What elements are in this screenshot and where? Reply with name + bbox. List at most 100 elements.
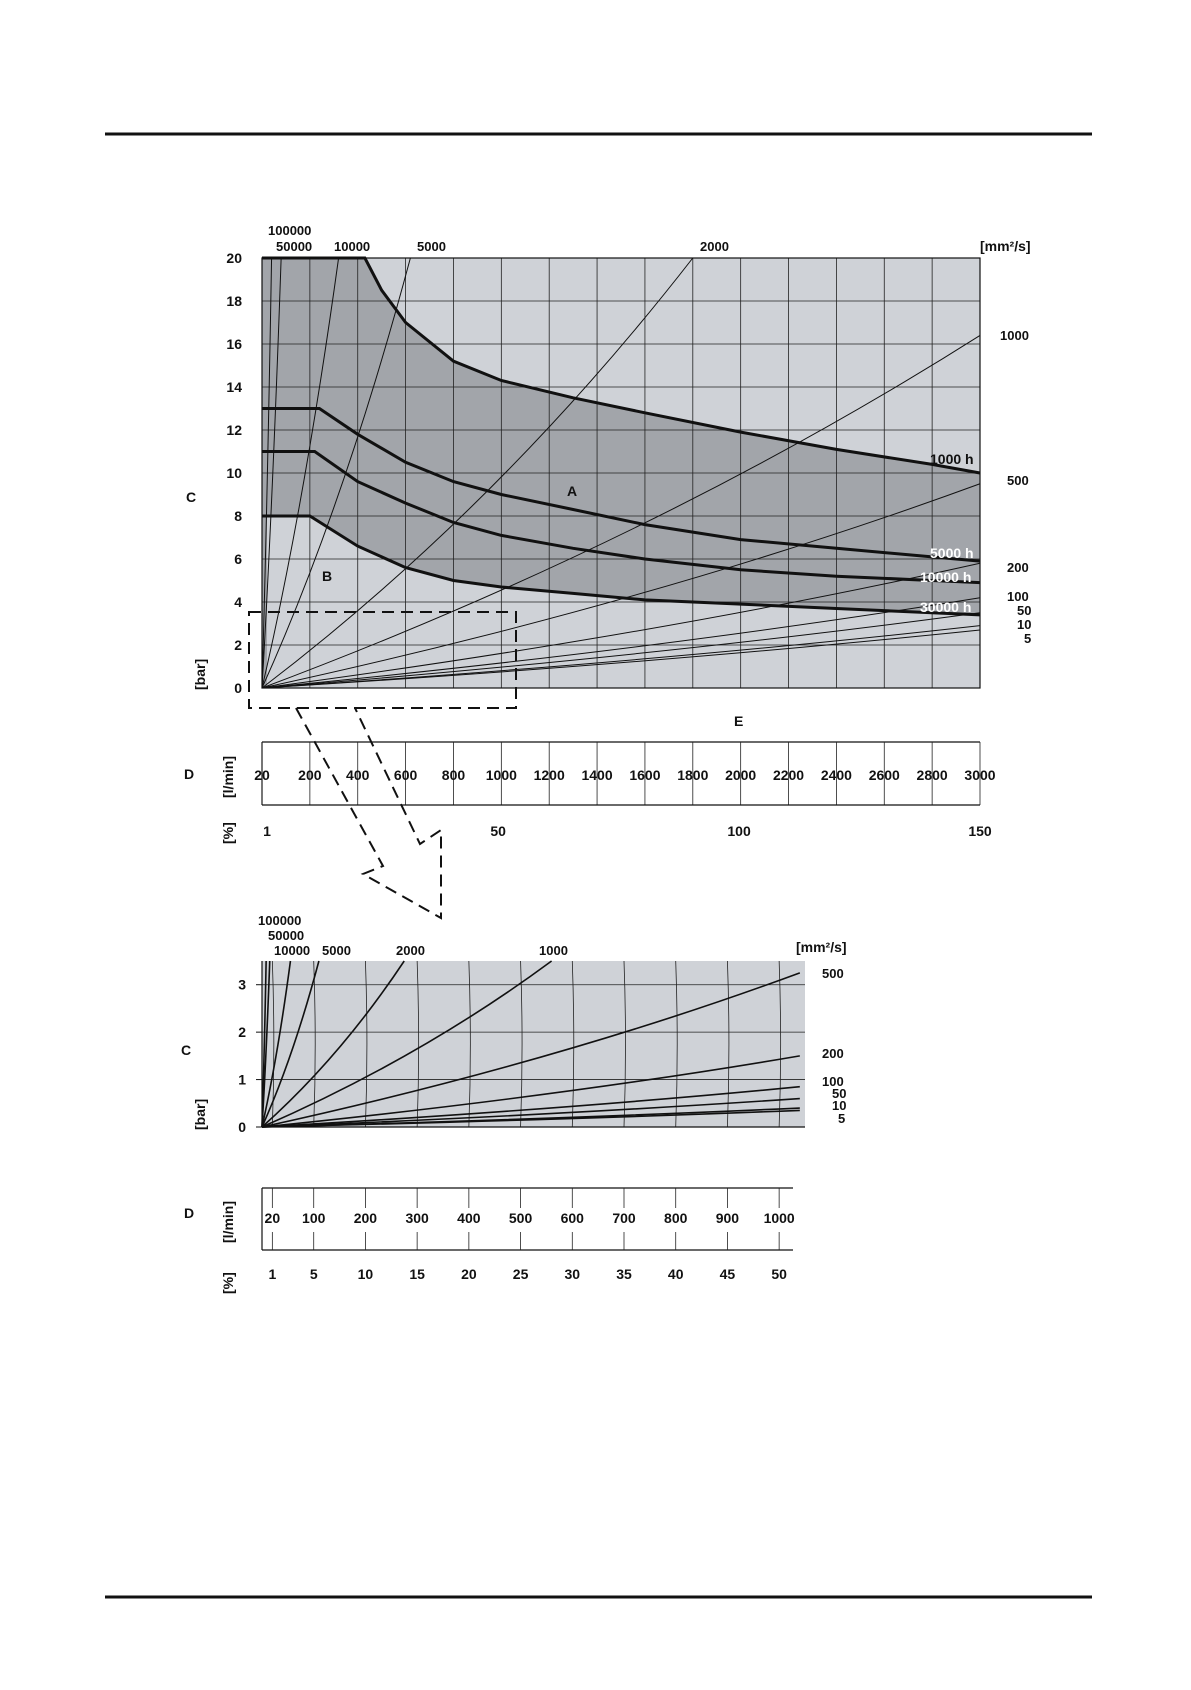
inset-flow-tick-label: 900 — [716, 1210, 740, 1226]
inset-viscosity-label-2000: 2000 — [396, 943, 425, 958]
viscosity-label-10000: 10000 — [334, 239, 370, 254]
inset-percent-tick-label: 45 — [720, 1266, 736, 1282]
inset-grid-vline — [520, 960, 523, 1128]
inset-percent-tick-label: 35 — [616, 1266, 632, 1282]
viscosity-label-50000: 50000 — [276, 239, 312, 254]
inset-viscosity-label-200: 200 — [822, 1046, 844, 1061]
life-curve-1000-h — [262, 256, 981, 475]
inset-grid-vline — [365, 960, 368, 1128]
inset-viscosity-line-200 — [261, 1055, 800, 1128]
viscosity-line-100 — [261, 597, 981, 689]
main-flow-tick-label: 3000 — [964, 767, 995, 783]
life-curve-5000-h — [262, 407, 981, 563]
inset-viscosity-label-10: 10 — [832, 1098, 846, 1113]
viscosity-label-50: 50 — [1017, 603, 1031, 618]
inset-flow-tick-label: 100 — [302, 1210, 326, 1226]
inset-y-tick-label: 2 — [238, 1024, 246, 1040]
life-curve-label: 5000 h — [930, 545, 974, 561]
inset-percent-tick-label: 10 — [358, 1266, 374, 1282]
viscosity-line-5 — [261, 629, 981, 689]
main-y-tick-label: 14 — [226, 379, 242, 395]
inset-viscosity-label-500: 500 — [822, 966, 844, 981]
main-percent-tick-label: 150 — [968, 823, 992, 839]
inset-grid-vline — [623, 960, 626, 1128]
inset-percent-tick-label: 25 — [513, 1266, 529, 1282]
inset-grid-vline — [571, 960, 575, 1128]
main-y-tick-label: 18 — [226, 293, 242, 309]
inset-viscosity-label-50000: 50000 — [268, 928, 304, 943]
life-curve-label: 30000 h — [920, 599, 971, 615]
main-percent-tick-label: 100 — [727, 823, 751, 839]
main-flow-tick-label: 20 — [254, 767, 270, 783]
main-y-tick-label: 12 — [226, 422, 242, 438]
viscosity-label-200: 200 — [1007, 560, 1029, 575]
main-flow-tick-label: 2400 — [821, 767, 852, 783]
inset-viscosity-unit: [mm²/s] — [796, 939, 847, 955]
inset-flow-tick-label: 700 — [612, 1210, 636, 1226]
inset-grid-vline — [468, 960, 471, 1128]
main-x-axis-letter: E — [734, 713, 743, 729]
main-y-tick-label: 8 — [234, 508, 242, 524]
life-curve-30000-h — [262, 514, 981, 617]
main-flow-tick-label: 600 — [394, 767, 418, 783]
region-b-label: B — [322, 568, 332, 584]
main-percent-tick-label: 1 — [263, 823, 271, 839]
viscosity-line-200 — [261, 562, 981, 689]
inset-viscosity-line-5000 — [261, 960, 320, 1128]
inset-grid-vline — [675, 960, 678, 1128]
main-flow-tick-label: 1200 — [534, 767, 565, 783]
viscosity-label-5000: 5000 — [417, 239, 446, 254]
viscosity-label-500: 500 — [1007, 473, 1029, 488]
viscosity-label-10: 10 — [1017, 617, 1031, 632]
inset-percent-tick-label: 40 — [668, 1266, 684, 1282]
inset-flow-tick-label: 300 — [405, 1210, 429, 1226]
inset-percent-tick-label: 5 — [310, 1266, 318, 1282]
viscosity-line-100000 — [261, 257, 273, 689]
main-flow-tick-label: 400 — [346, 767, 370, 783]
main-flow-tick-label: 2200 — [773, 767, 804, 783]
main-y-unit: [bar] — [192, 659, 208, 690]
life-curve-label: 10000 h — [920, 569, 971, 585]
viscosity-line-5000 — [261, 257, 411, 689]
inset-percent-tick-label: 15 — [409, 1266, 425, 1282]
inset-viscosity-label-100: 100 — [822, 1074, 844, 1089]
inset-viscosity-line-10000 — [261, 960, 292, 1128]
life-curve-label: 1000 h — [930, 451, 974, 467]
main-flow-tick-label: 1800 — [677, 767, 708, 783]
inset-y-axis-letter: C — [181, 1042, 191, 1058]
viscosity-line-10 — [261, 625, 981, 689]
viscosity-line-50 — [261, 612, 981, 689]
inset-viscosity-line-2000 — [261, 960, 405, 1128]
inset-y-tick-label: 1 — [238, 1072, 246, 1088]
viscosity-line-10000 — [261, 257, 340, 689]
inset-viscosity-line-50 — [261, 1097, 800, 1128]
viscosity-label-100000: 100000 — [268, 223, 311, 238]
zoom-window — [248, 611, 517, 709]
inset-y-tick-label: 0 — [238, 1119, 246, 1135]
viscosity-label-1000: 1000 — [1000, 328, 1029, 343]
main-y-tick-label: 16 — [226, 336, 242, 352]
main-y-tick-label: 20 — [226, 250, 242, 266]
inset-flow-tick-label: 400 — [457, 1210, 481, 1226]
main-flow-tick-label: 800 — [442, 767, 466, 783]
main-viscosity-unit: [mm²/s] — [980, 238, 1031, 254]
inset-viscosity-line-100 — [261, 1085, 800, 1128]
inset-viscosity-line-5 — [261, 1109, 800, 1128]
inset-viscosity-line-50000 — [261, 960, 271, 1128]
inset-percent-unit: [%] — [220, 1272, 236, 1294]
main-flow-letter: D — [184, 766, 194, 782]
viscosity-label-100: 100 — [1007, 589, 1029, 604]
inset-flow-unit: [l/min] — [220, 1201, 236, 1243]
region-a-label: A — [567, 483, 577, 499]
inset-flow-tick-label: 500 — [509, 1210, 533, 1226]
inset-flow-letter: D — [184, 1205, 194, 1221]
inset-viscosity-line-1000 — [261, 960, 553, 1128]
inset-viscosity-line-500 — [261, 972, 801, 1128]
viscosity-label-5: 5 — [1024, 631, 1031, 646]
viscosity-line-50000 — [261, 257, 282, 689]
inset-grid-vline — [416, 960, 420, 1128]
